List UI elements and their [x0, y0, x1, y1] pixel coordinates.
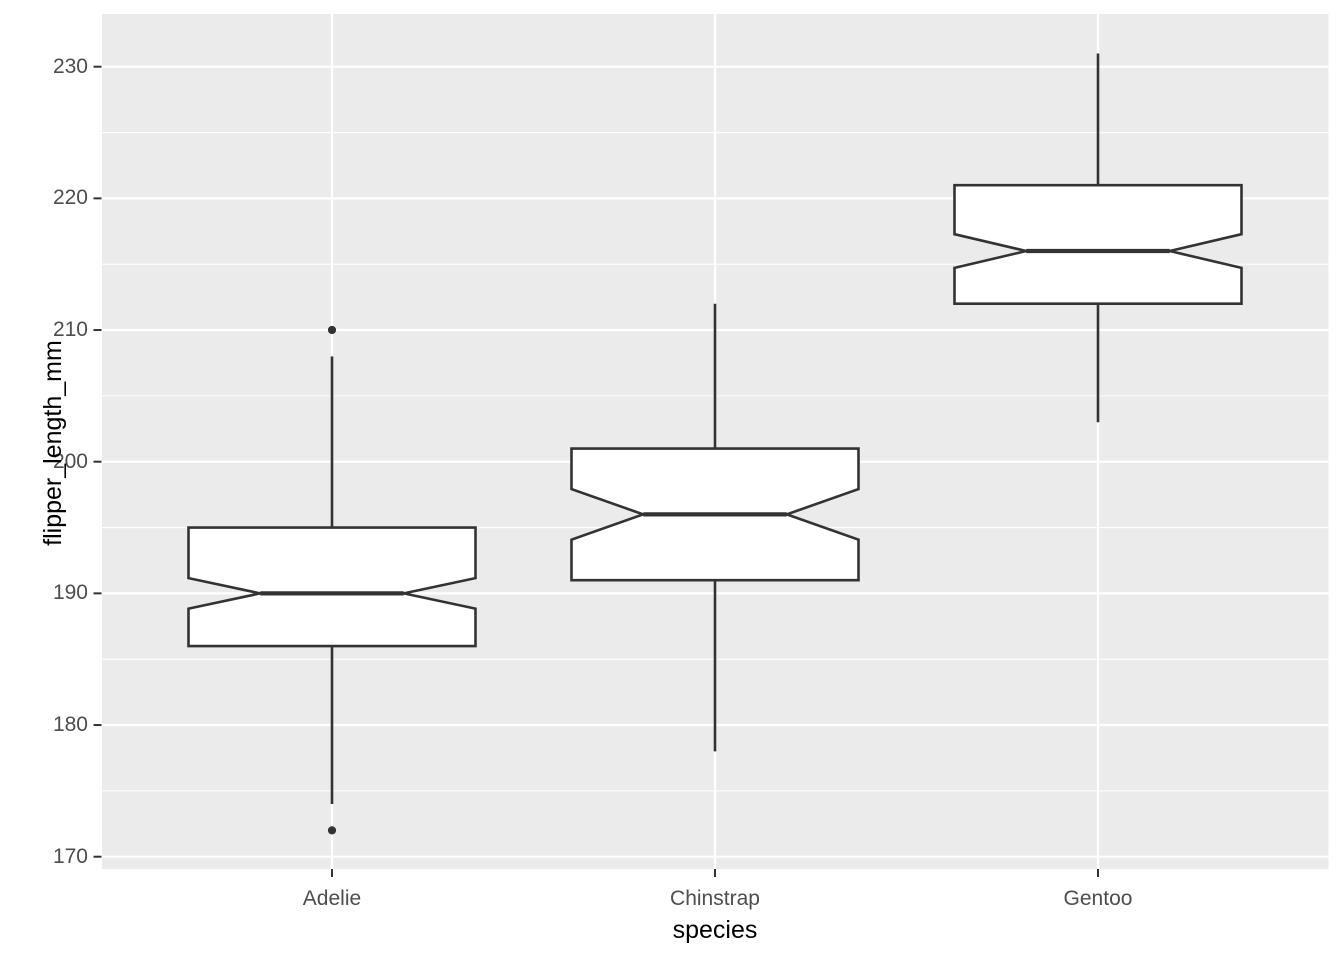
y-axis-title: flipper_length_mm	[39, 340, 67, 546]
outlier-point-adelie	[327, 325, 337, 335]
y-tick-label: 180	[52, 713, 88, 737]
y-tick-label: 210	[52, 318, 88, 342]
y-tick-label: 190	[52, 581, 88, 605]
x-axis-title: species	[672, 916, 758, 944]
box-adelie	[187, 526, 477, 648]
y-tick-label: 220	[52, 186, 88, 210]
x-tick-label-gentoo: Gentoo	[1063, 887, 1133, 910]
y-tick-label: 200	[52, 449, 88, 473]
x-tick-label-chinstrap: Chinstrap	[670, 887, 760, 910]
outlier-point-adelie	[327, 826, 337, 835]
y-tick-label: 170	[52, 844, 88, 868]
box-gentoo	[953, 183, 1243, 306]
y-tick-label: 230	[52, 54, 88, 78]
x-tick-label-adelie: Adelie	[302, 887, 362, 910]
